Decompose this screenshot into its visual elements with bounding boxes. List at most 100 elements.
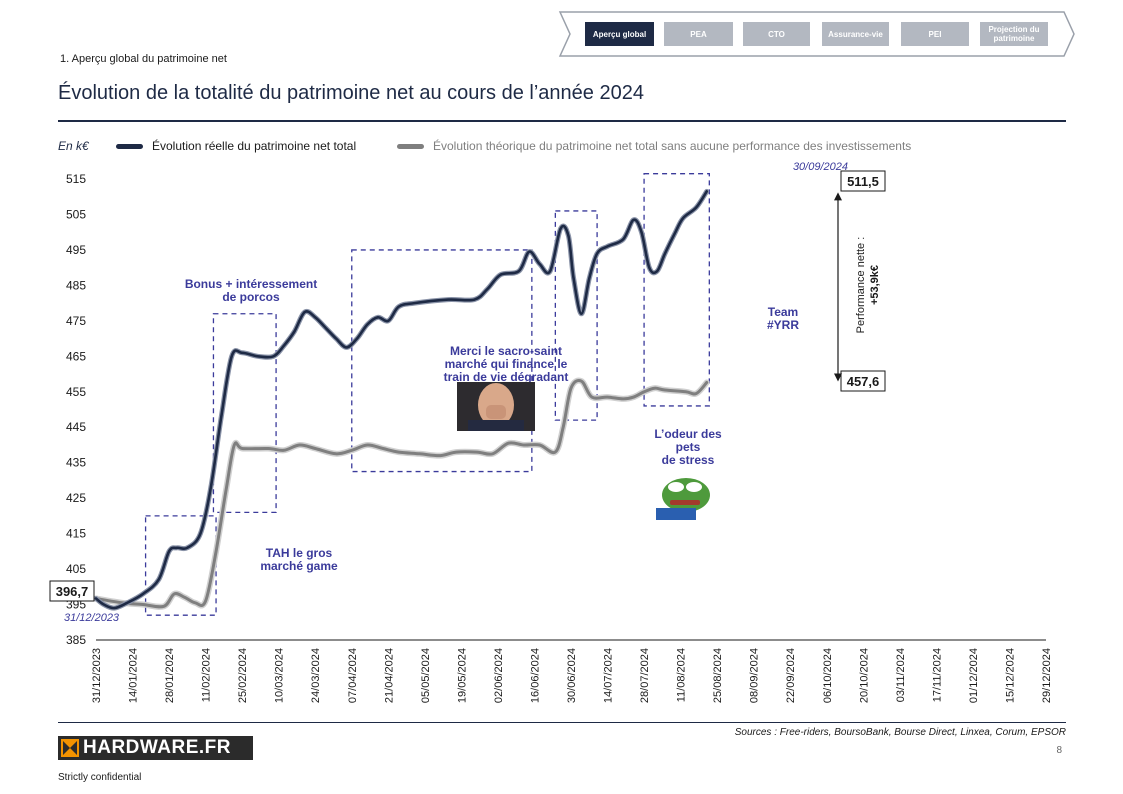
annotation-text: pets — [676, 440, 701, 454]
annotation-box — [351, 249, 533, 473]
x-tick-label: 25/08/2024 — [712, 648, 724, 703]
title-divider — [58, 120, 1066, 122]
x-tick-label: 07/04/2024 — [347, 648, 359, 703]
x-tick-label: 28/01/2024 — [164, 648, 176, 703]
y-tick-label: 415 — [66, 527, 86, 541]
legend-swatch-theoretical — [397, 144, 424, 149]
page-title: Évolution de la totalité du patrimoine n… — [58, 82, 644, 104]
annotation-text: Merci le sacro-saint — [450, 344, 562, 358]
annotation-text: de stress — [662, 453, 715, 467]
page-number: 8 — [1056, 745, 1062, 756]
y-tick-label: 405 — [66, 562, 86, 576]
tab-pea[interactable]: PEA — [664, 22, 733, 46]
x-tick-label: 03/11/2024 — [895, 648, 907, 702]
x-tick-label: 01/12/2024 — [968, 648, 980, 703]
frog-head — [662, 478, 710, 512]
series-theoretical-shadow — [93, 377, 710, 610]
annotation-text: marché qui finance le — [445, 357, 568, 371]
x-tick-label: 25/02/2024 — [237, 648, 249, 703]
legend-label-theoretical: Évolution théorique du patrimoine net to… — [433, 139, 912, 153]
frog-mouth — [670, 500, 700, 505]
performance-arrowhead-down — [834, 373, 842, 382]
annotation-text: marché game — [260, 559, 338, 573]
annotation-text: Bonus + intéressement — [185, 277, 317, 291]
annotation-text: train de vie dégradant — [444, 370, 569, 384]
value-label-box — [840, 170, 886, 192]
annotation-text: #YRR — [767, 318, 799, 332]
y-tick-label: 475 — [66, 314, 86, 328]
series-line-theoretical — [94, 379, 709, 609]
annotation-box — [554, 210, 598, 421]
y-tick-label: 425 — [66, 491, 86, 505]
y-tick-label: 465 — [66, 349, 86, 363]
x-tick-label: 14/01/2024 — [128, 648, 140, 703]
person-photo — [457, 382, 535, 431]
photo-hands — [486, 405, 506, 419]
section-label: 1. Aperçu global du patrimoine net — [60, 53, 227, 65]
y-tick-label: 455 — [66, 385, 86, 399]
annotation-text: Team — [768, 305, 798, 319]
logo-mark-icon — [61, 739, 79, 757]
value-label-box — [49, 580, 95, 602]
annotation-text: TAH le gros — [266, 546, 333, 560]
annotation-box — [212, 313, 277, 513]
frog-shirt — [656, 508, 696, 520]
x-tick-label: 02/06/2024 — [493, 648, 505, 703]
confidentiality-note: Strictly confidential — [58, 772, 142, 783]
value-label: 457,6 — [847, 374, 880, 389]
x-tick-label: 24/03/2024 — [310, 648, 322, 703]
performance-label: Performance nette : — [855, 237, 867, 334]
value-label-box — [840, 370, 886, 392]
tab-projection-patrimoine[interactable]: Projection du patrimoine — [980, 22, 1048, 46]
x-tick-label: 10/03/2024 — [274, 648, 286, 703]
frog-eye-left — [668, 482, 684, 492]
frog-eye-right — [686, 482, 702, 492]
x-tick-label: 17/11/2024 — [931, 648, 943, 702]
performance-value: +53,9k€ — [869, 265, 881, 305]
tab-cto[interactable]: CTO — [743, 22, 810, 46]
y-tick-label: 385 — [66, 633, 86, 647]
x-tick-label: 29/12/2024 — [1041, 648, 1053, 703]
y-tick-label: 505 — [66, 207, 86, 221]
annotation-text: de porcos — [222, 290, 280, 304]
y-tick-label: 495 — [66, 243, 86, 257]
value-label: 396,7 — [56, 584, 89, 599]
x-tick-label: 21/04/2024 — [383, 648, 395, 703]
x-tick-label: 28/07/2024 — [639, 648, 651, 703]
y-tick-label: 435 — [66, 456, 86, 470]
sources-note: Sources : Free-riders, BoursoBank, Bours… — [734, 727, 1066, 738]
tab-pei[interactable]: PEI — [901, 22, 969, 46]
x-tick-label: 22/09/2024 — [785, 648, 797, 703]
x-tick-label: 20/10/2024 — [858, 648, 870, 703]
y-tick-label: 515 — [66, 172, 86, 186]
x-tick-label: 11/08/2024 — [676, 648, 688, 702]
tab-assurance-vie[interactable]: Assurance-vie — [822, 22, 889, 46]
logo-text: HARDWARE.FR — [83, 737, 231, 758]
series-line-actual — [94, 190, 708, 610]
x-tick-label: 19/05/2024 — [456, 648, 468, 703]
x-tick-label: 08/09/2024 — [749, 648, 761, 703]
y-tick-label: 485 — [66, 278, 86, 292]
x-tick-label: 05/05/2024 — [420, 648, 432, 703]
legend-swatch-actual — [116, 144, 143, 149]
x-tick-label: 15/12/2024 — [1004, 648, 1016, 703]
legend-label-actual: Évolution réelle du patrimoine net total — [152, 139, 357, 153]
x-tick-label: 11/02/2024 — [201, 648, 213, 702]
x-tick-label: 06/10/2024 — [822, 648, 834, 703]
x-tick-label: 31/12/2023 — [91, 648, 103, 703]
y-tick-label: 445 — [66, 420, 86, 434]
x-tick-label: 16/06/2024 — [529, 648, 541, 703]
annotation-box — [643, 173, 710, 407]
x-tick-label: 30/06/2024 — [566, 648, 578, 703]
date-annotation: 30/09/2024 — [793, 161, 848, 173]
pepe-frog-icon — [656, 474, 710, 520]
footer-divider — [58, 722, 1066, 723]
tab-apercu-global[interactable]: Aperçu global — [585, 22, 654, 46]
unit-label: En k€ — [58, 139, 89, 153]
annotation-text: L’odeur des — [654, 427, 722, 441]
hardware-fr-logo: HARDWARE.FR — [58, 736, 253, 760]
date-annotation: 31/12/2023 — [64, 612, 120, 624]
section-navigation: Aperçu global PEA CTO Assurance-vie PEI … — [556, 10, 1076, 58]
photo-suit — [468, 420, 524, 431]
